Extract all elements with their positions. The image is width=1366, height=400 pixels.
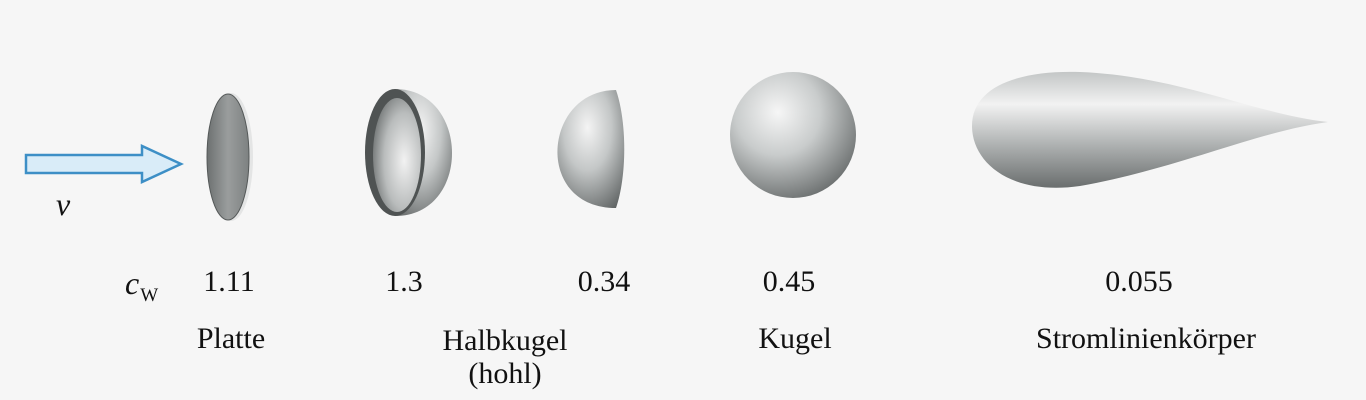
drag-coefficient-label: cW xyxy=(125,265,158,306)
cw-value-sphere: 0.45 xyxy=(762,265,816,298)
velocity-label: v xyxy=(56,186,71,222)
hollow-hemisphere-shape xyxy=(365,89,453,216)
sphere-shape xyxy=(730,72,856,198)
body-name-plate: Platte xyxy=(196,322,266,355)
coefficient-subscript: W xyxy=(140,285,159,306)
streamlined-body-shape xyxy=(972,71,1328,188)
coefficient-symbol: c xyxy=(125,265,140,301)
cw-value-plate: 1.11 xyxy=(203,265,255,298)
cw-value-streamlined-body: 0.055 xyxy=(1105,265,1173,298)
body-name-hollow-hemisphere-line2: (hohl) xyxy=(468,357,542,390)
plate-shape xyxy=(206,93,253,221)
body-name-streamlined-body: Stromlinienkörper xyxy=(1036,322,1256,355)
solid-hemisphere-shape xyxy=(557,90,625,208)
body-name-sphere: Kugel xyxy=(758,322,832,355)
cw-value-solid-hemisphere: 0.34 xyxy=(577,265,631,298)
cw-value-hollow-hemisphere: 1.3 xyxy=(385,265,423,298)
velocity-arrow-icon xyxy=(24,144,184,184)
body-name-hollow-hemisphere: Halbkugel xyxy=(442,324,568,357)
